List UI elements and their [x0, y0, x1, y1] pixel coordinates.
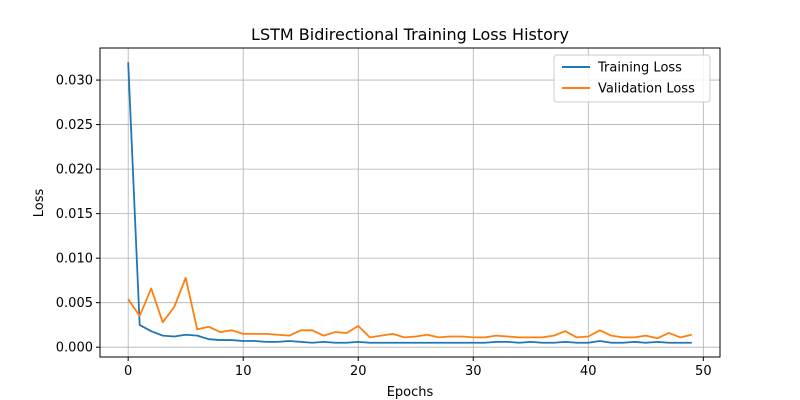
y-tick-label: 0.020: [56, 163, 93, 178]
x-tick-label: 30: [465, 364, 482, 379]
plot-area: 0 10 20 30 40 50 0.000 0.005 0.010 0.015 0.020 0.02…: [56, 47, 721, 379]
y-tick-label: 0.025: [56, 118, 93, 133]
x-tick-label: 20: [350, 364, 367, 379]
chart-title: LSTM Bidirectional Training Loss History: [251, 25, 569, 44]
x-tick-label: 40: [580, 364, 597, 379]
x-axis-label: Epochs: [387, 385, 434, 400]
legend-box: [553, 54, 711, 103]
legend-label: Training Loss: [597, 61, 682, 76]
x-tick-label: 50: [695, 364, 712, 379]
axes-frame: [99, 47, 721, 358]
y-axis-label: Loss: [32, 189, 47, 218]
series-line-training-loss: [127, 62, 692, 344]
x-tick-label: 10: [235, 364, 252, 379]
y-tick-label: 0.005: [56, 296, 93, 311]
x-tick-label: 0: [124, 364, 132, 379]
y-tick-label: 0.010: [56, 252, 93, 267]
legend: Training Loss Validation Loss: [553, 54, 711, 103]
y-tick-label: 0.000: [56, 341, 93, 356]
y-tick-label: 0.030: [56, 74, 93, 89]
legend-label: Validation Loss: [598, 82, 695, 97]
series-line-validation-loss: [127, 276, 693, 340]
y-tick-label: 0.015: [56, 207, 93, 222]
